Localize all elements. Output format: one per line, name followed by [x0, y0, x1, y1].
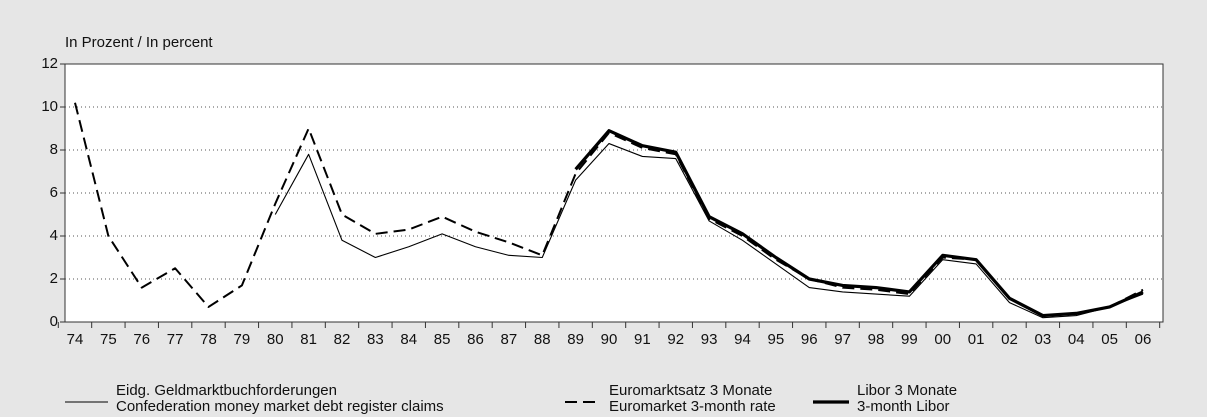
x-tick-label: 85	[434, 331, 451, 348]
x-tick-label: 76	[133, 331, 150, 348]
legend-label: Eidg. Geldmarktbuchforderungen	[116, 382, 337, 399]
x-tick-label: 91	[634, 331, 651, 348]
x-tick-label: 95	[768, 331, 785, 348]
x-tick-label: 93	[701, 331, 718, 348]
x-tick-label: 74	[67, 331, 84, 348]
x-tick-label: 92	[667, 331, 684, 348]
legend-label: Euromarket 3-month rate	[609, 398, 776, 415]
x-tick-label: 05	[1101, 331, 1118, 348]
legend-label: Euromarktsatz 3 Monate	[609, 382, 772, 399]
x-tick-label: 86	[467, 331, 484, 348]
x-tick-label: 83	[367, 331, 384, 348]
y-tick-label: 8	[50, 141, 58, 158]
x-tick-label: 90	[601, 331, 618, 348]
x-tick-label: 99	[901, 331, 918, 348]
x-tick-label: 81	[300, 331, 317, 348]
x-tick-label: 01	[968, 331, 985, 348]
x-tick-label: 80	[267, 331, 284, 348]
x-tick-label: 78	[200, 331, 217, 348]
y-tick-label: 6	[50, 184, 58, 201]
x-tick-label: 75	[100, 331, 117, 348]
x-tick-label: 96	[801, 331, 818, 348]
y-tick-label: 10	[41, 98, 58, 115]
x-tick-label: 82	[334, 331, 351, 348]
y-axis-title: In Prozent / In percent	[65, 34, 213, 51]
x-tick-label: 79	[234, 331, 251, 348]
x-tick-label: 98	[868, 331, 885, 348]
x-tick-label: 00	[934, 331, 951, 348]
y-tick-label: 0	[50, 313, 58, 330]
y-tick-label: 12	[41, 55, 58, 72]
x-tick-label: 89	[567, 331, 584, 348]
x-tick-label: 02	[1001, 331, 1018, 348]
x-tick-label: 87	[501, 331, 518, 348]
x-tick-label: 04	[1068, 331, 1085, 348]
legend-label: Confederation money market debt register…	[116, 398, 444, 415]
x-tick-label: 84	[400, 331, 417, 348]
y-tick-label: 4	[50, 227, 58, 244]
x-tick-label: 88	[534, 331, 551, 348]
x-tick-label: 97	[834, 331, 851, 348]
x-tick-label: 06	[1135, 331, 1152, 348]
legend-label: 3-month Libor	[857, 398, 950, 415]
y-tick-label: 2	[50, 270, 58, 287]
legend-label: Libor 3 Monate	[857, 382, 957, 399]
series-line	[574, 129, 1144, 318]
x-tick-label: 77	[167, 331, 184, 348]
x-tick-label: 03	[1035, 331, 1052, 348]
x-tick-label: 94	[734, 331, 751, 348]
series-line	[274, 143, 1144, 319]
